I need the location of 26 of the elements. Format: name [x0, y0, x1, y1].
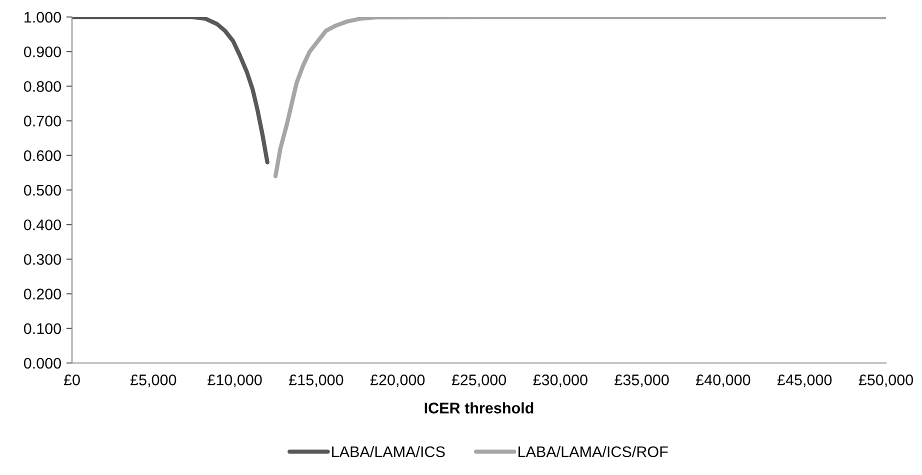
x-tick-label: £5,000	[130, 374, 176, 388]
x-tick-label: £20,000	[370, 374, 425, 388]
y-tick-label: 0.000	[24, 358, 61, 369]
y-tick-label: 0.500	[24, 184, 61, 196]
x-tick-label: £10,000	[208, 374, 262, 388]
y-tick-label: 0.400	[24, 219, 61, 230]
y-tick-label: 0.700	[24, 116, 61, 126]
x-tick-label: £15,000	[289, 374, 344, 388]
legend-label: LABA/LAMA/ICS/ROF	[518, 446, 668, 458]
y-tick-label: 0.100	[24, 323, 61, 334]
y-tick-label: 0.900	[24, 46, 61, 58]
y-tick-label: 0.800	[24, 81, 61, 92]
x-tick-label: £40,000	[696, 374, 750, 388]
line-series	[273, 17, 886, 178]
x-tick-label: £30,000	[533, 374, 588, 388]
x-tick-label: £50,000	[858, 374, 914, 388]
x-tick-label: £0	[64, 374, 80, 386]
y-tick-label: 0.300	[24, 254, 61, 265]
x-axis-title: ICER threshold	[424, 402, 534, 414]
x-tick-label: £45,000	[777, 374, 832, 388]
y-tick-label: 0.600	[24, 150, 61, 162]
x-tick-label: £35,000	[614, 374, 669, 388]
y-tick-label: 1.000	[24, 12, 61, 23]
y-tick-label: 0.200	[24, 288, 61, 300]
legend-label: LABA/LAMA/ICS	[332, 446, 445, 458]
x-tick-label: £25,000	[452, 374, 506, 388]
